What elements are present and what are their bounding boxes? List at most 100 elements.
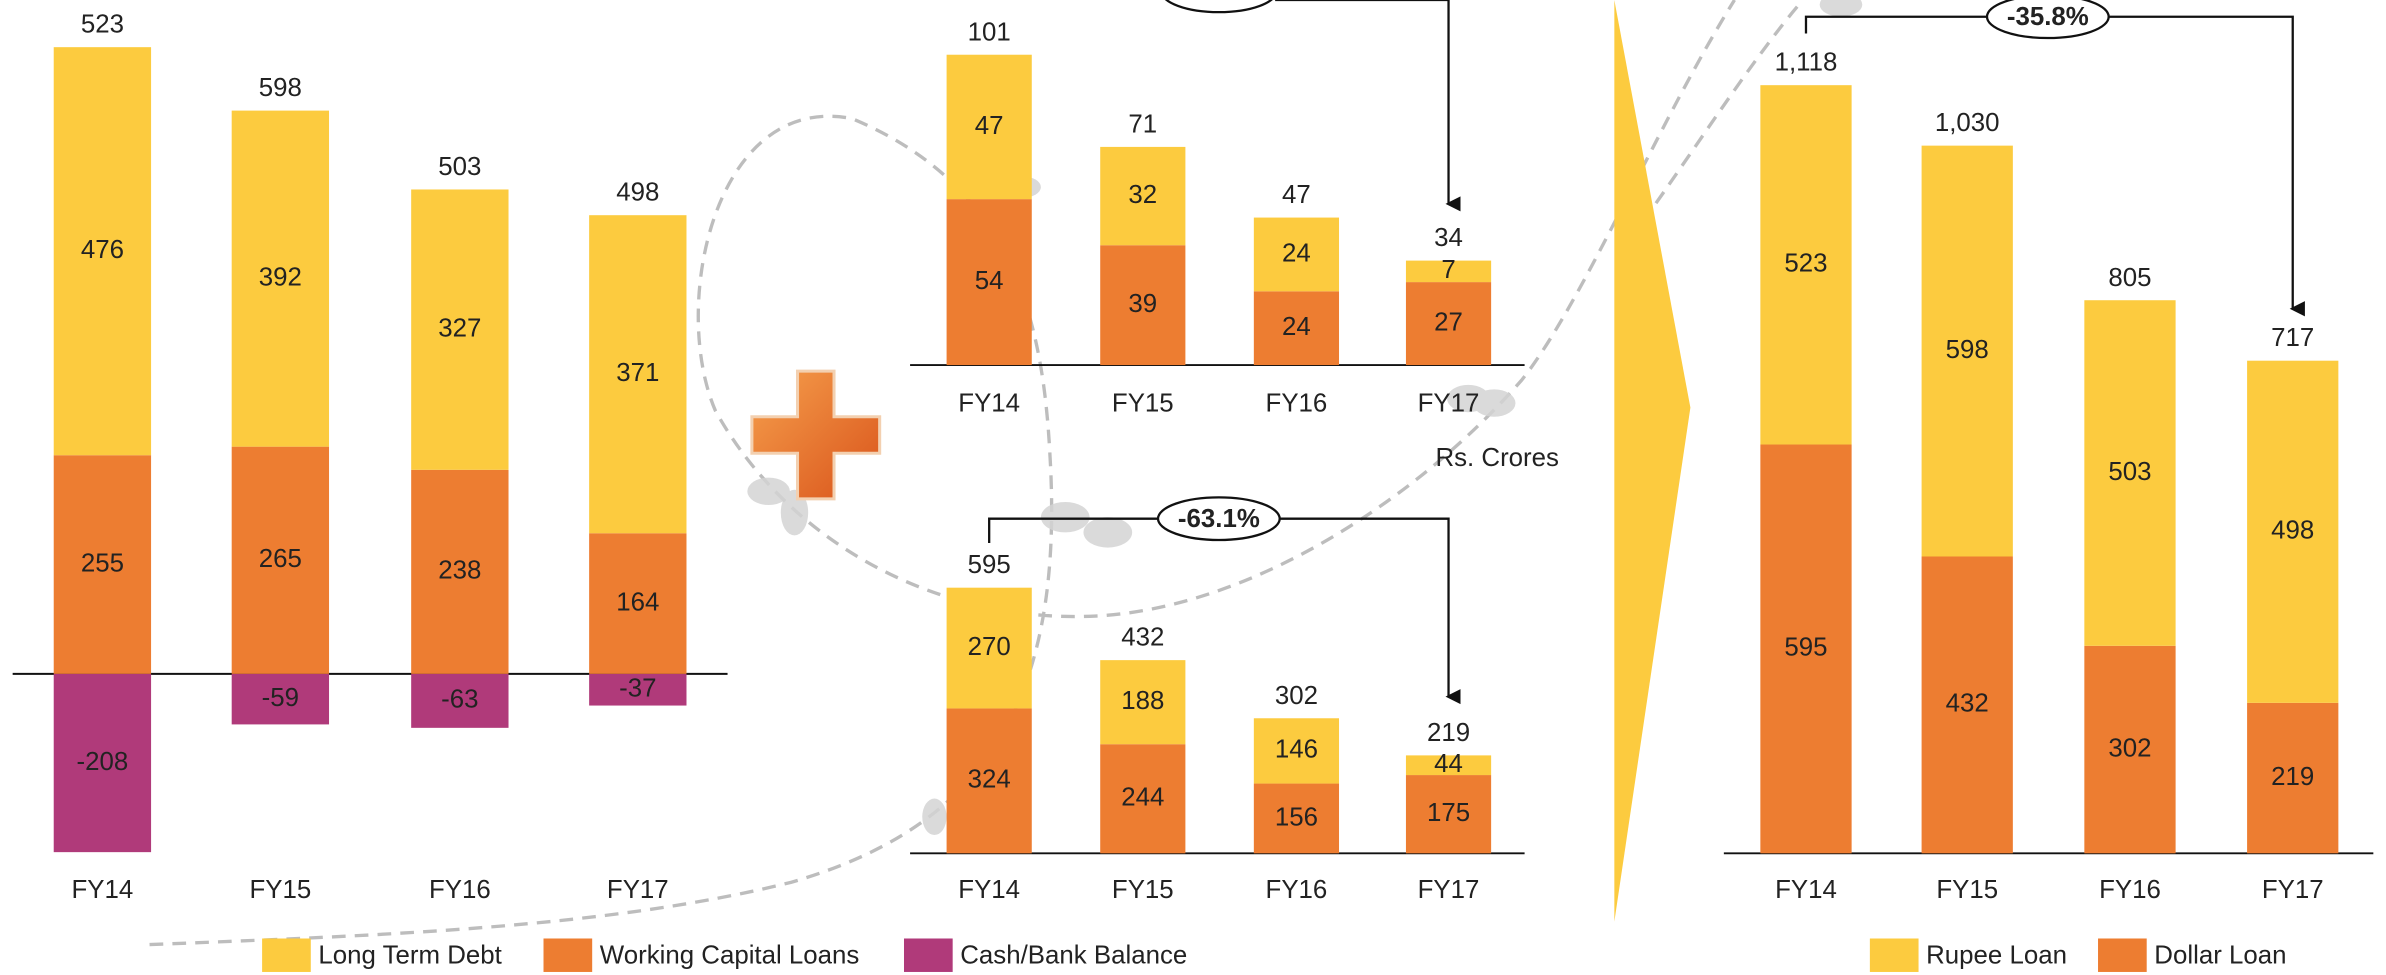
legend-swatch: [1869, 938, 1919, 972]
x-tick-label: FY14: [72, 876, 134, 904]
data-label: 44: [1434, 750, 1463, 778]
legend-label: Long Term Debt: [318, 942, 501, 970]
x-tick-label: FY16: [1266, 389, 1328, 417]
data-label: 27: [1434, 308, 1463, 336]
annotation: -63.1%: [1178, 505, 1260, 533]
bar-segment: [946, 708, 1032, 854]
data-label: 219: [2271, 763, 2314, 791]
data-label: -59: [262, 684, 299, 712]
total-label: 34: [1434, 224, 1463, 252]
x-tick-label: FY16: [1266, 876, 1328, 904]
bar-segment: [946, 54, 1032, 200]
bar-segment: [1405, 260, 1492, 283]
total-label: 717: [2271, 324, 2314, 352]
total-label: 805: [2108, 264, 2151, 292]
annotation-oval: [1156, 496, 1281, 542]
data-label: 255: [81, 549, 124, 577]
x-tick-label: FY15: [1112, 389, 1174, 417]
bar-segment: [1100, 660, 1186, 745]
data-label: 156: [1275, 803, 1318, 831]
total-label: 498: [616, 179, 659, 207]
x-tick-label: FY17: [2262, 876, 2324, 904]
x-tick-label: FY17: [607, 876, 669, 904]
bar-segment: [53, 455, 152, 674]
total-label: 47: [1282, 181, 1311, 209]
data-label: 503: [2108, 458, 2151, 486]
x-tick-label: FY14: [958, 876, 1020, 904]
annotation-oval: [1985, 0, 2110, 40]
bar-segment: [1253, 718, 1340, 784]
legend-swatch: [262, 938, 311, 972]
bar-segment: [1405, 775, 1492, 854]
bar-segment: [589, 533, 687, 674]
data-label: 302: [2108, 734, 2151, 762]
bar-segment: [231, 673, 330, 725]
total-label: 71: [1128, 110, 1157, 138]
data-label: -37: [619, 675, 656, 703]
data-label: 24: [1282, 313, 1311, 341]
bar-segment: [231, 110, 330, 447]
total-label: 503: [438, 153, 481, 181]
legend-swatch: [2098, 938, 2147, 972]
data-label: 598: [1946, 336, 1989, 364]
bar-segment: [1921, 145, 2013, 557]
bar-segment: [946, 199, 1032, 366]
data-label: 476: [81, 236, 124, 264]
x-tick-label: FY16: [2099, 876, 2161, 904]
data-label: 24: [1282, 239, 1311, 267]
data-label: 595: [1784, 634, 1827, 662]
x-tick-label: FY17: [1418, 389, 1480, 417]
bar-segment: [1100, 146, 1186, 246]
data-label: 327: [438, 314, 481, 342]
data-label: 432: [1946, 690, 1989, 718]
data-label: 498: [2271, 517, 2314, 545]
total-label: 523: [81, 11, 124, 39]
bar-segment: [411, 469, 509, 674]
data-label: 244: [1121, 784, 1164, 812]
bar-segment: [1253, 217, 1340, 292]
total-label: 302: [1275, 682, 1318, 710]
legend-label: Cash/Bank Balance: [960, 942, 1187, 970]
unit-label: Rs. Crores: [1435, 444, 1559, 472]
bar-segment: [1405, 755, 1492, 776]
annotation-bracket: [988, 517, 1461, 705]
annotation: -35.8%: [2007, 3, 2089, 31]
data-label: 39: [1128, 290, 1157, 318]
data-label: -208: [77, 748, 129, 776]
data-label: 371: [616, 359, 659, 387]
data-label: 47: [975, 112, 1004, 140]
x-tick-label: FY14: [1775, 876, 1837, 904]
data-label: 32: [1128, 181, 1157, 209]
data-label: 175: [1427, 799, 1470, 827]
bar-segment: [2084, 645, 2176, 854]
total-label: 219: [1427, 719, 1470, 747]
legend-swatch: [903, 938, 953, 972]
bar-segment: [1760, 444, 1852, 854]
bar-segment: [411, 673, 509, 728]
total-label: 595: [968, 551, 1011, 579]
bar-segment: [589, 215, 687, 534]
bar-segment: [589, 673, 687, 706]
data-label: 324: [968, 766, 1011, 794]
x-tick-label: FY14: [958, 389, 1020, 417]
legend-label: Dollar Loan: [2154, 942, 2286, 970]
data-label: 164: [616, 588, 659, 616]
bar-segment: [411, 189, 509, 470]
data-label: 270: [968, 633, 1011, 661]
bar-segment: [1921, 556, 2013, 854]
data-label: 146: [1275, 736, 1318, 764]
annotation-bracket: [1804, 15, 2305, 317]
bar-segment: [946, 587, 1032, 709]
total-label: 101: [968, 18, 1011, 46]
x-tick-label: FY15: [1112, 876, 1174, 904]
bar-segment: [53, 47, 152, 456]
data-label: 54: [975, 267, 1004, 295]
data-label: 238: [438, 557, 481, 585]
bar-segment: [231, 446, 330, 674]
legend-swatch: [543, 938, 593, 972]
bar-segment: [2247, 360, 2339, 703]
data-label: 392: [259, 263, 302, 291]
bar-segment: [1100, 245, 1186, 366]
